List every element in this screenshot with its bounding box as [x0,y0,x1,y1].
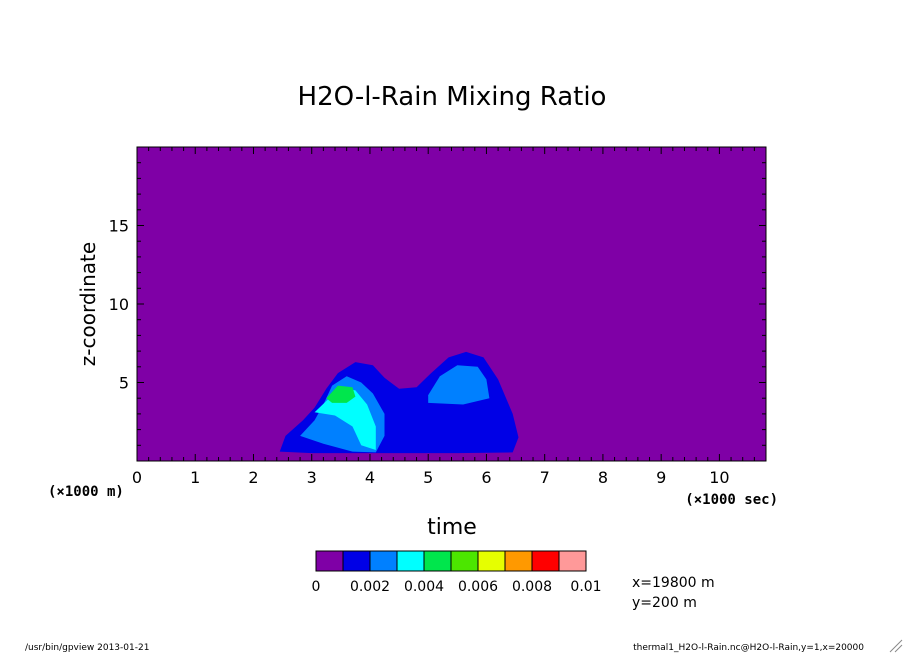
colorbar-swatch [558,550,587,572]
footer-source-file: thermal1_H2O-l-Rain.nc@H2O-l-Rain,y=1,x=… [633,643,864,653]
x-tick-label: 7 [540,468,550,487]
x-tick-label: 5 [423,468,433,487]
colorbar-swatch [531,550,560,572]
colorbar-swatch [396,550,425,572]
colorbar-swatch [477,550,506,572]
colorbar-label: 0.008 [512,579,552,595]
x-axis-title: time [427,515,477,540]
x-tick-label: 9 [656,468,666,487]
colorbar-swatch [504,550,533,572]
colorbar-swatch [450,550,479,572]
x-units-label: (×1000 sec) [685,492,778,508]
colorbar-label: 0 [312,579,321,595]
colorbar-label: 0.006 [458,579,498,595]
contour-regions [279,351,519,454]
y-tick-label: 10 [109,295,129,314]
resize-grip-icon[interactable] [889,639,903,653]
rain-region-peak [326,385,356,403]
colorbar [315,550,587,572]
plot-area: 0 1 2 3 4 5 6 7 8 9 10 5 10 15 [109,146,767,487]
rain-region-moderate-right [428,365,490,405]
x-tick-label: 2 [248,468,258,487]
annotation-y: y=200 m [632,595,697,611]
y-tick-label: 15 [109,217,129,236]
annotation-x: x=19800 m [632,575,715,591]
colorbar-label: 0.002 [350,579,390,595]
colorbar-label: 0.004 [404,579,444,595]
colorbar-label: 0.01 [570,579,601,595]
axis-ticks [136,146,767,462]
colorbar-swatch [423,550,452,572]
x-tick-label: 6 [481,468,491,487]
x-tick-labels: 0 1 2 3 4 5 6 7 8 9 10 [132,468,730,487]
y-tick-labels: 5 10 15 [109,217,129,393]
colorbar-labels: 0 0.002 0.004 0.006 0.008 0.01 [312,579,602,595]
x-tick-label: 1 [190,468,200,487]
colorbar-swatch [369,550,398,572]
y-axis-title: z-coordinate [76,242,100,366]
x-tick-label: 4 [365,468,375,487]
rain-region-high [314,387,376,450]
y-units-label: (×1000 m) [48,484,124,500]
colorbar-swatch [342,550,371,572]
x-tick-label: 10 [709,468,729,487]
x-tick-label: 3 [307,468,317,487]
chart-title: H2O-l-Rain Mixing Ratio [298,82,607,112]
footer-program-date: /usr/bin/gpview 2013-01-21 [25,643,149,653]
colorbar-swatch [315,550,344,572]
x-tick-label: 0 [132,468,142,487]
x-tick-label: 8 [598,468,608,487]
y-tick-label: 5 [119,374,129,393]
